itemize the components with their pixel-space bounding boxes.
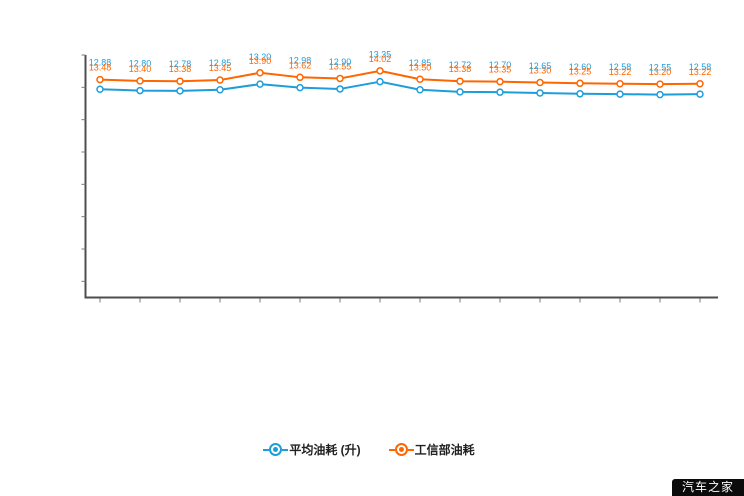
data-point: [616, 80, 624, 88]
data-label: 12.98: [289, 56, 312, 66]
data-point: [96, 85, 104, 94]
data-label: 12.65: [529, 61, 552, 71]
legend-item-0[interactable]: 平均油耗 (升): [263, 441, 361, 458]
data-label: 13.35: [369, 50, 392, 60]
data-point: [256, 69, 264, 77]
data-point: [456, 77, 464, 85]
data-label: 12.58: [609, 62, 632, 72]
data-point: [616, 90, 624, 98]
data-label: 13.40: [129, 64, 152, 74]
data-label: 12.88: [89, 57, 112, 67]
data-point: [576, 90, 584, 98]
data-point: [216, 76, 224, 84]
data-label: 12.85: [409, 58, 432, 68]
line-chart: 12.88 12.80 12.78 12.85 13.20 12.98 12.90 13.35…: [81, 50, 718, 303]
data-point: [296, 83, 304, 92]
watermark-badge: 汽车之家: [671, 479, 744, 496]
data-point: [136, 77, 144, 85]
data-label: 13.22: [609, 67, 632, 77]
data-label: 12.60: [569, 62, 592, 72]
data-label: 12.70: [489, 60, 512, 70]
data-point: [376, 67, 384, 75]
data-label: 12.78: [169, 59, 192, 69]
data-point: [656, 80, 664, 88]
data-label: 13.22: [689, 67, 712, 77]
legend-item-1[interactable]: 工信部油耗: [388, 441, 475, 458]
data-label: 13.30: [529, 65, 552, 75]
data-point: [176, 77, 184, 85]
data-label: 12.58: [689, 62, 712, 72]
data-point: [376, 77, 384, 86]
data-point: [576, 79, 584, 88]
data-point: [336, 85, 344, 93]
data-label: 12.90: [329, 57, 352, 67]
data-label: 13.55: [329, 61, 352, 71]
legend-marker-icon: [388, 443, 414, 456]
data-label: 13.20: [249, 52, 272, 62]
data-point: [216, 86, 224, 94]
data-point: [296, 73, 304, 82]
data-label: 13.62: [289, 60, 312, 70]
data-point: [536, 89, 544, 97]
data-point: [656, 90, 664, 99]
data-label: 14.02: [369, 54, 392, 64]
legend-label: 平均油耗 (升): [289, 443, 361, 457]
data-point: [136, 86, 144, 95]
data-point: [496, 77, 504, 86]
series-line-1: [99, 69, 701, 86]
data-label: 13.50: [409, 62, 432, 72]
data-label: 13.38: [449, 64, 472, 74]
data-label: 12.72: [449, 60, 472, 70]
data-point: [536, 78, 544, 87]
data-point: [336, 74, 344, 83]
data-label: 12.80: [129, 59, 152, 69]
series-line-0: [99, 80, 701, 96]
data-point: [416, 86, 424, 94]
legend: 平均油耗 (升) 工信部油耗: [0, 441, 744, 458]
data-point: [456, 88, 464, 96]
data-label: 13.90: [249, 56, 272, 66]
data-label: 13.38: [169, 64, 192, 74]
data-label: 12.55: [649, 63, 672, 73]
data-label: 13.35: [489, 65, 512, 75]
data-label: 13.20: [649, 67, 672, 77]
data-point: [496, 88, 504, 96]
data-point: [696, 80, 704, 88]
data-label: 13.45: [209, 63, 232, 73]
data-point: [176, 87, 184, 95]
data-label: 13.25: [569, 66, 592, 76]
legend-marker-icon: [263, 443, 289, 456]
data-point: [256, 80, 264, 88]
data-point: [96, 75, 104, 84]
legend-label: 工信部油耗: [414, 443, 475, 457]
data-point: [696, 90, 704, 98]
data-point: [416, 75, 424, 83]
data-label: 12.85: [209, 58, 232, 68]
data-label: 13.48: [89, 63, 112, 73]
